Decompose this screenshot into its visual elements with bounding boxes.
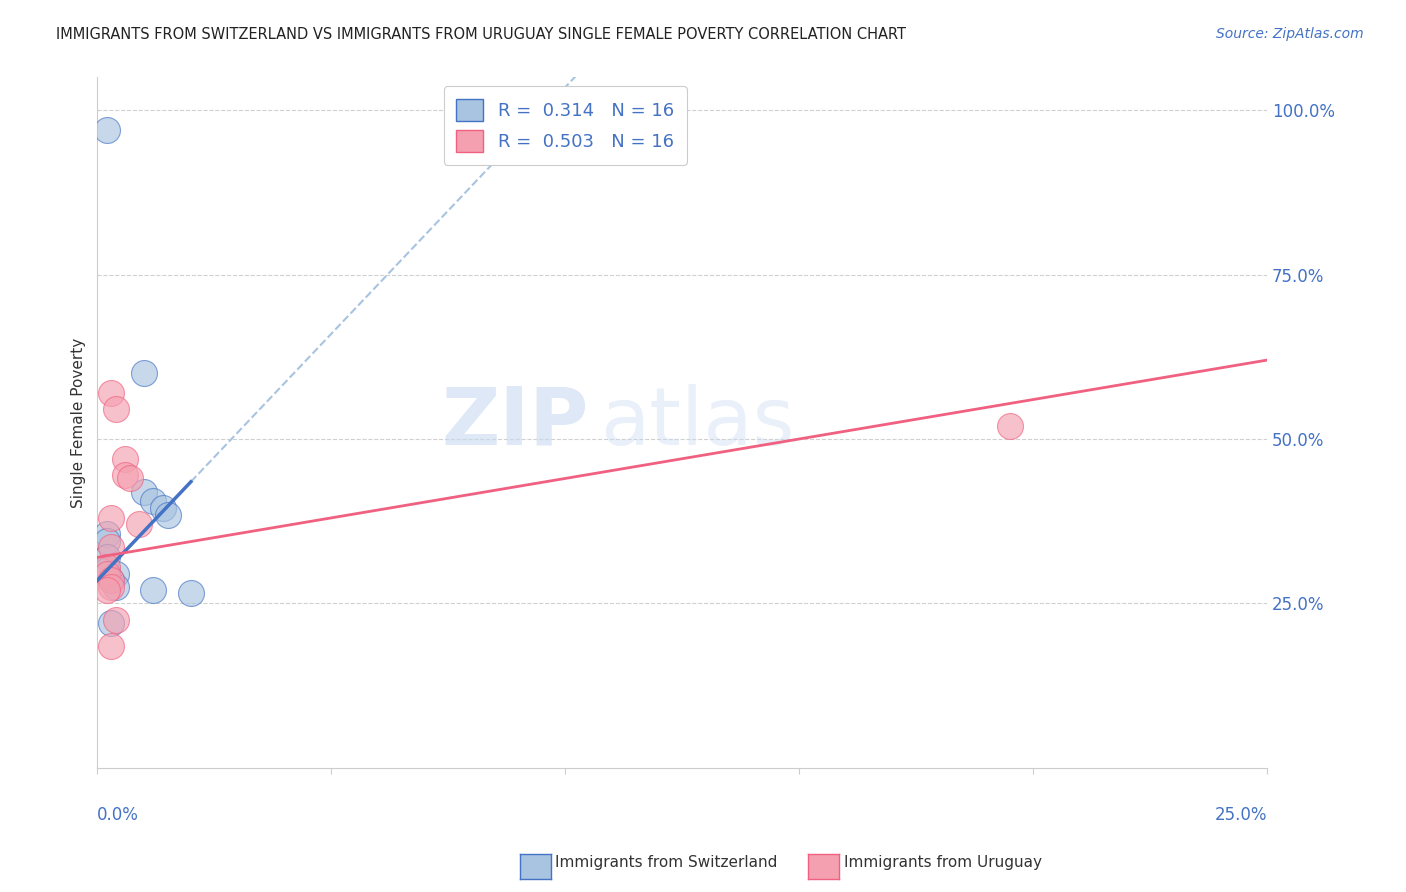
Text: atlas: atlas [600,384,794,461]
Point [105,402,128,417]
Point [100,574,122,588]
Point [96,583,118,598]
Point [152,501,174,516]
Point [156,508,179,522]
Point [100,541,122,555]
Point [142,583,165,598]
Point [96,533,118,548]
Point [142,494,165,508]
Point [134,366,156,380]
Text: ZIP: ZIP [441,384,589,461]
Point [105,580,128,594]
Point [100,580,122,594]
Legend: R =  0.314   N = 16, R =  0.503   N = 16: R = 0.314 N = 16, R = 0.503 N = 16 [444,87,686,165]
Point [105,566,128,581]
Point [96,123,118,137]
Point [114,451,136,466]
Point [96,566,118,581]
Point [96,560,118,574]
Text: 0.0%: 0.0% [97,805,139,823]
Point [100,616,122,631]
Text: Immigrants from Switzerland: Immigrants from Switzerland [555,855,778,870]
Point [100,386,122,401]
Point [96,527,118,541]
Point [100,511,122,525]
Point [180,586,202,600]
Y-axis label: Single Female Poverty: Single Female Poverty [72,337,86,508]
Point [120,471,142,485]
Point [105,613,128,627]
Point [96,564,118,578]
Point [114,468,136,483]
Text: IMMIGRANTS FROM SWITZERLAND VS IMMIGRANTS FROM URUGUAY SINGLE FEMALE POVERTY COR: IMMIGRANTS FROM SWITZERLAND VS IMMIGRANT… [56,27,907,42]
Point [128,517,150,532]
Point [100,639,122,653]
Point [100,574,122,588]
Text: Source: ZipAtlas.com: Source: ZipAtlas.com [1216,27,1364,41]
Text: 25.0%: 25.0% [1215,805,1267,823]
Point [998,418,1021,433]
Point [96,550,118,565]
Text: Immigrants from Uruguay: Immigrants from Uruguay [844,855,1042,870]
Point [134,484,156,499]
